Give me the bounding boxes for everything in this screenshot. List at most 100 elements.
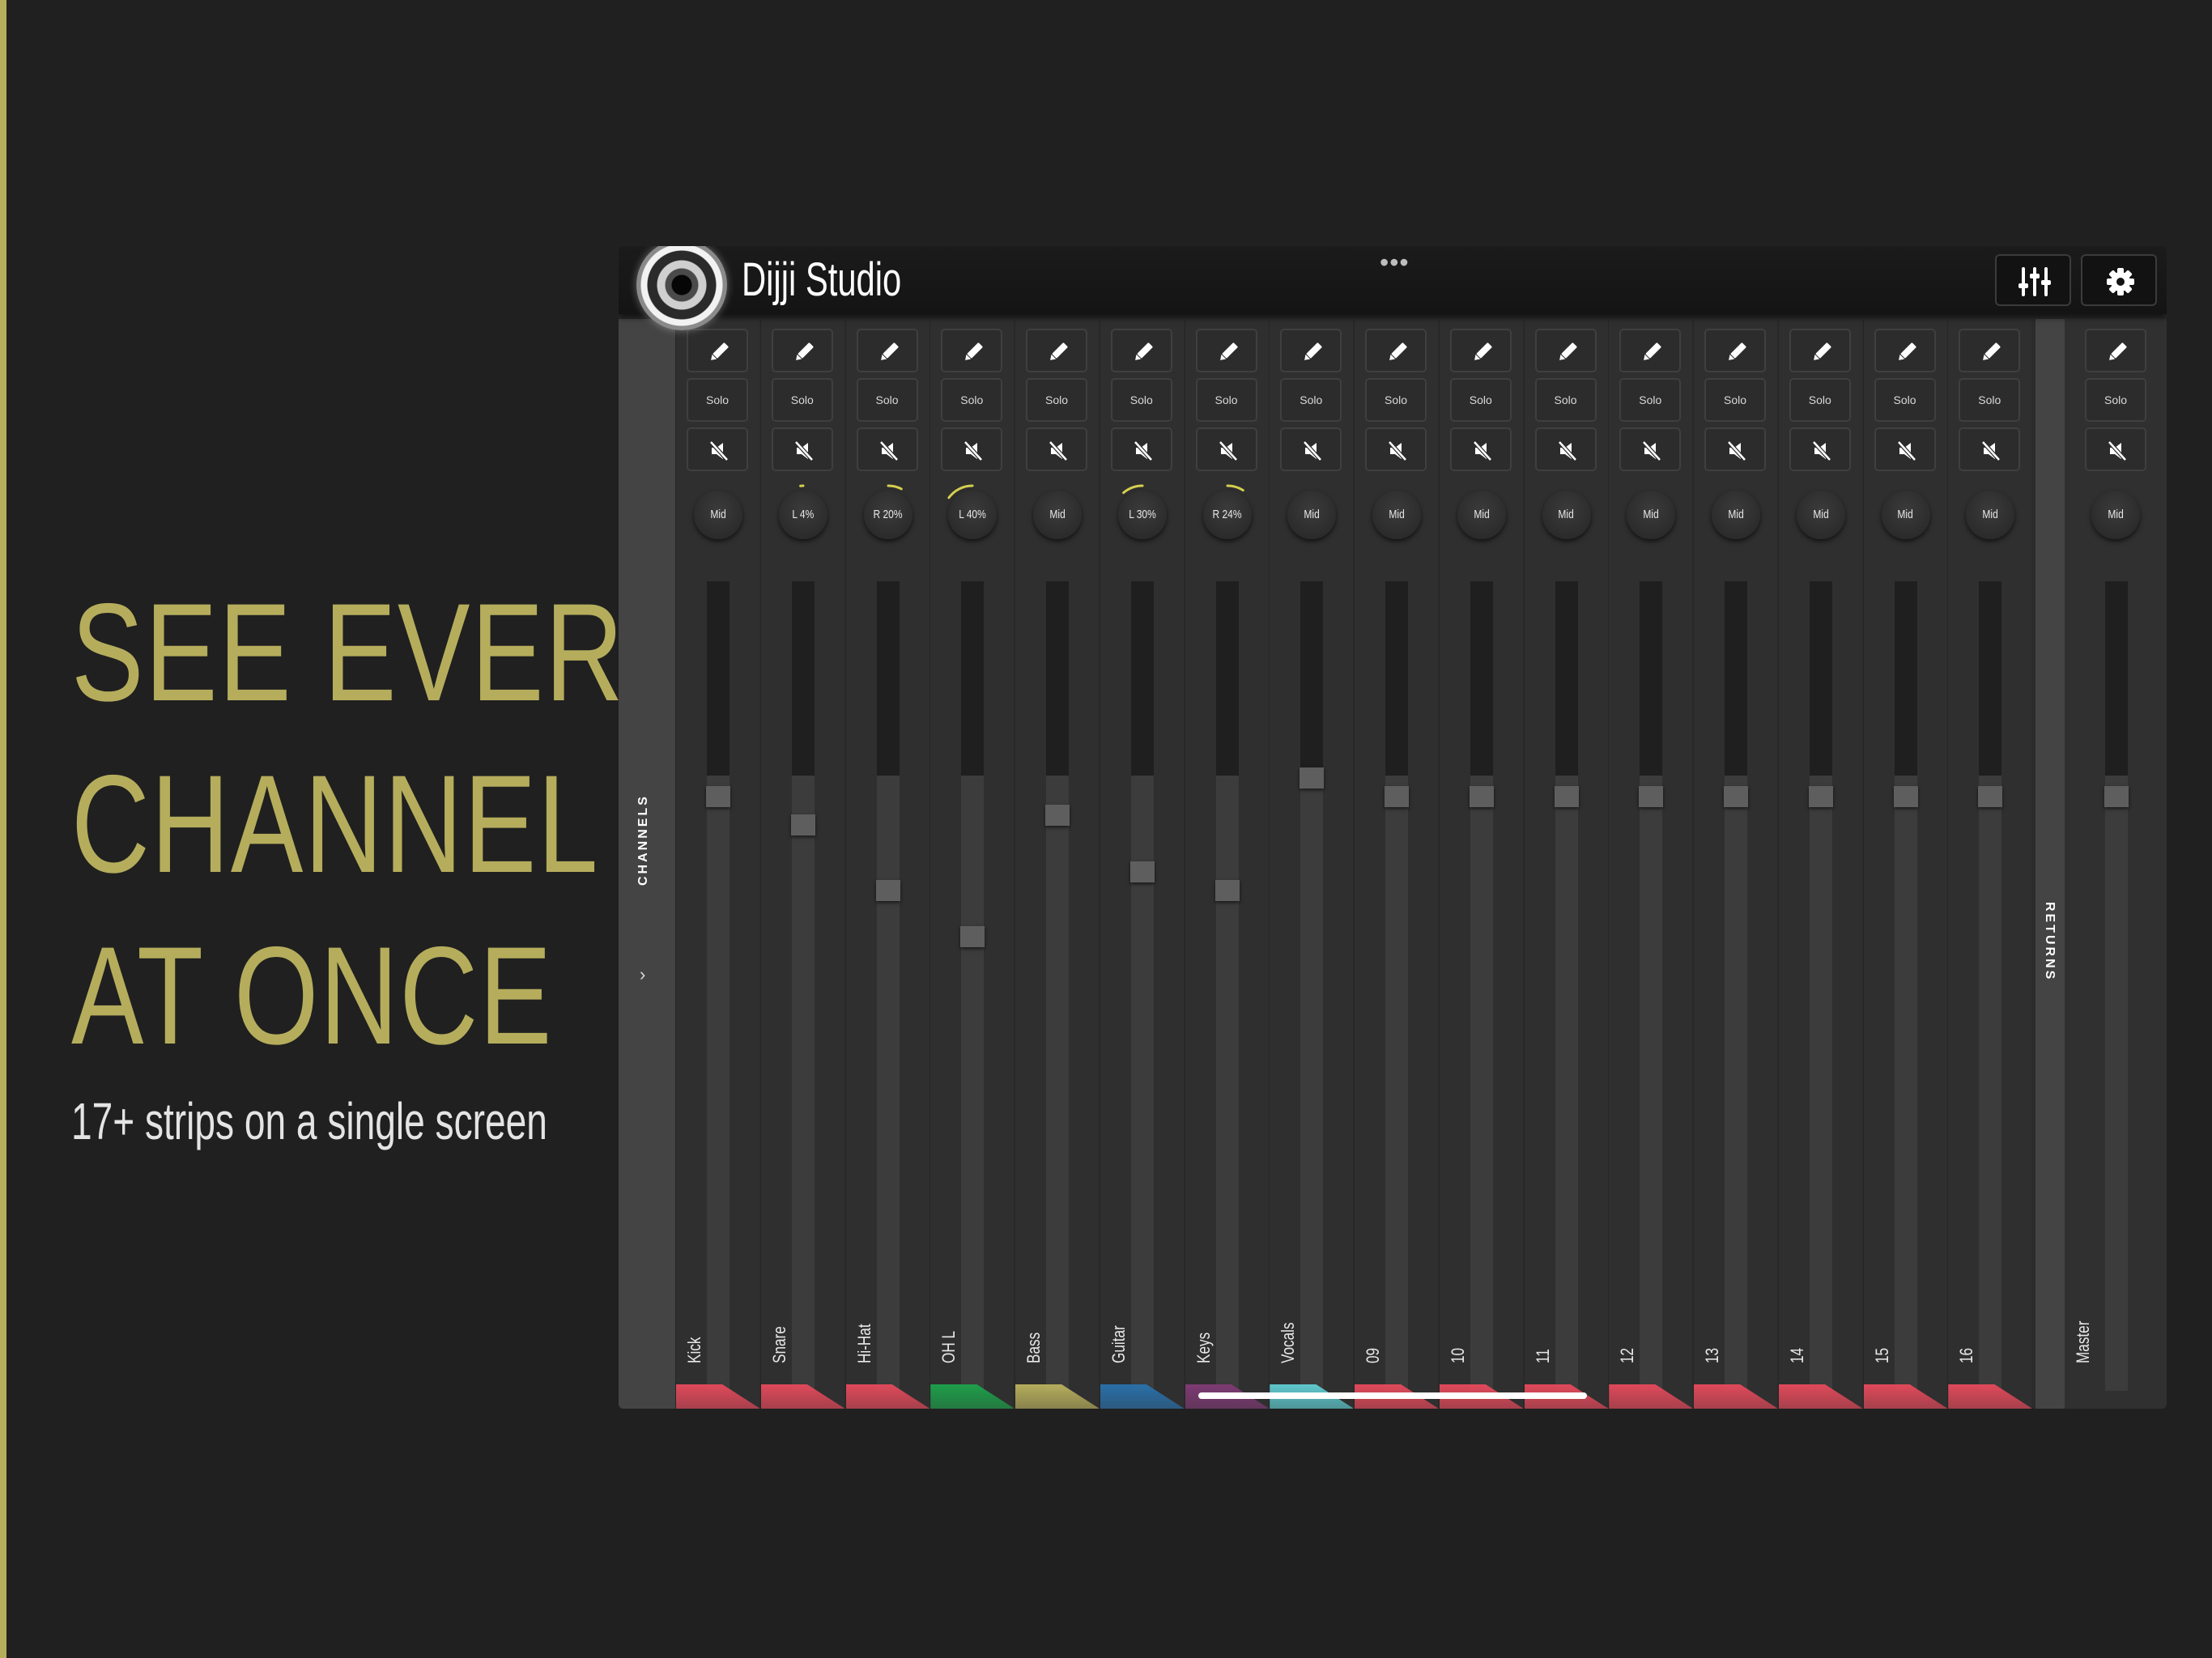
mute-button[interactable] [1110, 427, 1172, 471]
mute-button[interactable] [1365, 427, 1427, 471]
solo-button[interactable]: Solo [1280, 378, 1342, 422]
edit-button[interactable] [1619, 329, 1682, 372]
pan-knob[interactable]: Mid [1796, 491, 1845, 539]
fader-track[interactable] [1214, 581, 1240, 1391]
pan-knob[interactable]: Mid [1372, 491, 1421, 539]
edit-button[interactable] [1280, 329, 1342, 372]
edit-button[interactable] [1874, 329, 1936, 372]
solo-button[interactable]: Solo [1195, 378, 1257, 422]
fader-track[interactable] [1724, 581, 1748, 1391]
fader-handle[interactable] [1214, 880, 1240, 901]
fader-track[interactable] [1808, 581, 1833, 1391]
edit-button[interactable] [1026, 329, 1087, 372]
fader-track[interactable] [1893, 581, 1918, 1391]
fader-track[interactable] [706, 581, 730, 1391]
fader-track[interactable] [2104, 581, 2129, 1391]
edit-button[interactable] [687, 329, 748, 372]
mute-button[interactable] [771, 427, 833, 471]
mute-button[interactable] [1280, 427, 1342, 471]
fader-handle[interactable] [1808, 786, 1833, 807]
mixer-view-button[interactable] [1995, 254, 2071, 306]
edit-button[interactable] [1534, 329, 1597, 372]
pan-knob[interactable]: L 40% [947, 484, 998, 539]
fader-track[interactable] [1045, 581, 1070, 1391]
fader-handle[interactable] [875, 880, 900, 901]
fader-handle[interactable] [1045, 805, 1070, 826]
fader-handle[interactable] [706, 786, 730, 807]
pan-knob[interactable]: Mid [1712, 491, 1760, 539]
pan-knob[interactable]: Mid [1627, 491, 1676, 539]
pan-knob[interactable]: Mid [1457, 491, 1506, 539]
edit-button[interactable] [1959, 329, 2021, 372]
solo-button[interactable]: Solo [856, 378, 918, 422]
pan-knob[interactable]: Mid [1542, 491, 1591, 539]
fader-handle[interactable] [1554, 786, 1579, 807]
fader-track[interactable] [1385, 581, 1409, 1391]
solo-button[interactable]: Solo [1534, 378, 1597, 422]
fader-track[interactable] [1639, 581, 1664, 1391]
pan-knob[interactable]: R 20% [863, 484, 912, 539]
mute-button[interactable] [1704, 427, 1766, 471]
edit-button[interactable] [941, 329, 1003, 372]
solo-button[interactable]: Solo [1959, 378, 2021, 422]
pan-knob[interactable]: Mid [694, 491, 742, 539]
edit-button[interactable] [1704, 329, 1766, 372]
fader-handle[interactable] [1978, 786, 2003, 807]
fader-track[interactable] [790, 581, 815, 1391]
mute-button[interactable] [1449, 427, 1512, 471]
mute-button[interactable] [1619, 427, 1682, 471]
solo-button[interactable]: Solo [941, 378, 1003, 422]
solo-button[interactable]: Solo [771, 378, 833, 422]
fader-track[interactable] [1300, 581, 1325, 1391]
fader-handle[interactable] [1893, 786, 1918, 807]
pan-knob[interactable]: R 24% [1202, 484, 1252, 539]
edit-button[interactable] [1789, 329, 1851, 372]
fader-handle[interactable] [1300, 767, 1325, 789]
mute-button[interactable] [1874, 427, 1936, 471]
solo-button[interactable]: Solo [1449, 378, 1512, 422]
pan-knob[interactable]: Mid [1287, 491, 1337, 539]
fader-track[interactable] [960, 581, 985, 1391]
mute-button[interactable] [1534, 427, 1597, 471]
fader-handle[interactable] [1639, 786, 1664, 807]
fader-handle[interactable] [2104, 786, 2129, 807]
fader-track[interactable] [1978, 581, 2003, 1391]
edit-button[interactable] [1365, 329, 1427, 372]
pan-knob[interactable]: L 4% [778, 484, 827, 539]
fader-handle[interactable] [960, 926, 985, 947]
edit-button[interactable] [771, 329, 833, 372]
pan-knob[interactable]: Mid [2091, 491, 2140, 539]
mute-button[interactable] [1959, 427, 2021, 471]
pan-knob[interactable]: Mid [1966, 491, 2015, 539]
edit-button[interactable] [856, 329, 918, 372]
pan-knob[interactable]: Mid [1033, 491, 1082, 539]
home-indicator[interactable] [1198, 1392, 1587, 1399]
fader-track[interactable] [875, 581, 900, 1391]
fader-handle[interactable] [1469, 786, 1494, 807]
edit-button[interactable] [1195, 329, 1257, 372]
pan-knob[interactable]: Mid [1881, 491, 1930, 539]
solo-button[interactable]: Solo [1704, 378, 1766, 422]
fader-handle[interactable] [1385, 786, 1409, 807]
ellipsis-icon[interactable]: ••• [1380, 248, 1410, 277]
mute-button[interactable] [1026, 427, 1087, 471]
mute-button[interactable] [941, 427, 1003, 471]
mute-button[interactable] [687, 427, 748, 471]
edit-button[interactable] [2085, 329, 2146, 372]
solo-button[interactable]: Solo [1874, 378, 1936, 422]
solo-button[interactable]: Solo [2085, 378, 2146, 422]
fader-track[interactable] [1129, 581, 1155, 1391]
solo-button[interactable]: Solo [1110, 378, 1172, 422]
solo-button[interactable]: Solo [1365, 378, 1427, 422]
edit-button[interactable] [1449, 329, 1512, 372]
fader-handle[interactable] [790, 814, 815, 835]
solo-button[interactable]: Solo [1789, 378, 1851, 422]
edit-button[interactable] [1110, 329, 1172, 372]
mute-button[interactable] [856, 427, 918, 471]
solo-button[interactable]: Solo [1619, 378, 1682, 422]
channels-tab[interactable]: CHANNELS › [619, 319, 675, 1409]
solo-button[interactable]: Solo [1026, 378, 1087, 422]
fader-handle[interactable] [1129, 861, 1155, 882]
mute-button[interactable] [1195, 427, 1257, 471]
pan-knob[interactable]: L 30% [1117, 484, 1167, 539]
